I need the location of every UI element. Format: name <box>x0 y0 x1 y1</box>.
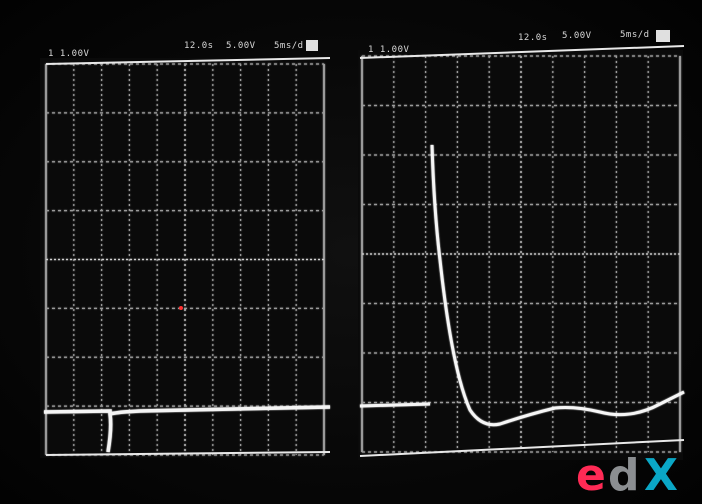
right-volts-readout: 5.00V <box>562 31 592 41</box>
logo-letter-e: e <box>576 450 606 501</box>
left-bottom-border <box>45 451 331 456</box>
right-channel-readout: 1 1.00V <box>368 45 410 55</box>
right-top-border <box>359 45 685 59</box>
left-center-dot <box>179 306 183 310</box>
logo-letter-d: d <box>608 450 640 501</box>
right-graticule <box>361 55 681 453</box>
logo-letter-x: X <box>644 450 678 501</box>
right-trigger-readout: 5ms/d <box>620 30 650 40</box>
right-scope-screen: 1 1.00V 12.0s 5.00V 5ms/d <box>358 30 685 460</box>
right-bottom-border <box>359 439 685 457</box>
left-volts-readout: 5.00V <box>226 41 256 51</box>
left-graticule <box>45 63 325 456</box>
edx-logo: e d X <box>576 450 678 501</box>
right-time-readout: 12.0s <box>518 33 548 43</box>
left-time-readout: 12.0s <box>184 41 214 51</box>
right-waveform-trace <box>359 144 685 427</box>
left-scope-screen: 1 1.00V 12.0s 5.00V 5ms/d <box>40 40 331 458</box>
left-top-border <box>45 57 331 65</box>
left-trigger-readout: 5ms/d <box>274 41 304 51</box>
left-screen-background <box>40 58 323 458</box>
left-waveform-trace <box>43 405 331 453</box>
right-indicator-box <box>656 30 670 42</box>
left-channel-readout: 1 1.00V <box>48 49 90 59</box>
left-indicator-box <box>306 40 318 51</box>
